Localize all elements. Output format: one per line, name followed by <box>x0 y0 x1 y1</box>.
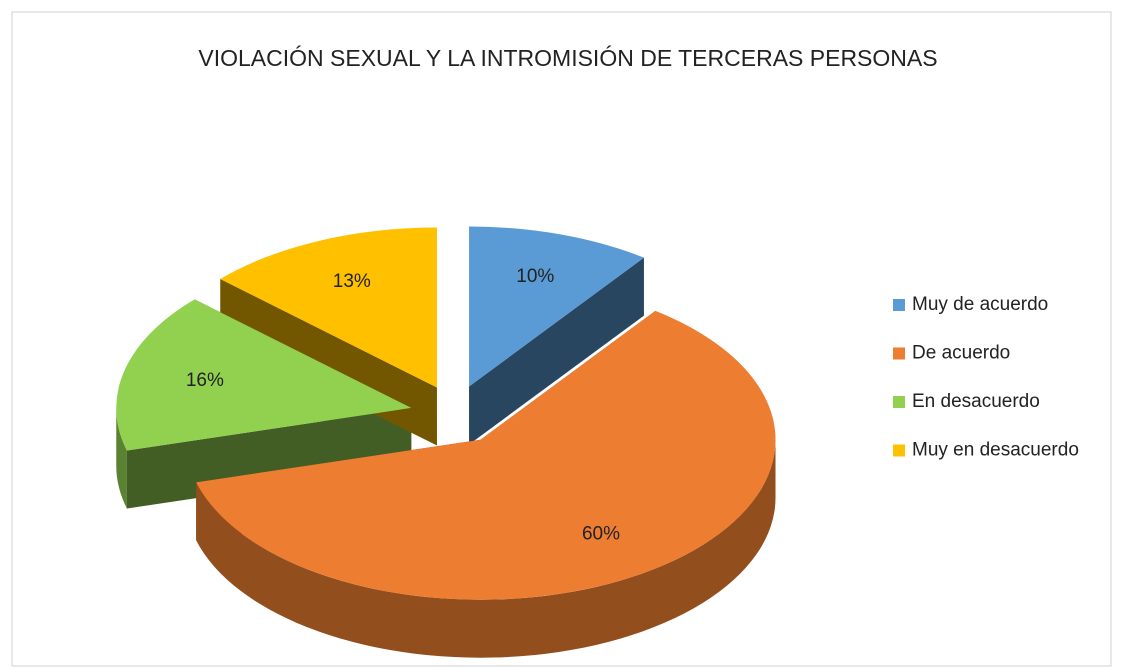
data-label: 13% <box>333 271 371 292</box>
legend-swatch <box>893 347 905 360</box>
legend-label: En desacuerdo <box>912 391 1040 412</box>
chart-title: VIOLACIÓN SEXUAL Y LA INTROMISIÓN DE TER… <box>198 45 937 71</box>
slice-rim <box>196 439 776 658</box>
legend-label: De acuerdo <box>912 343 1010 364</box>
slice <box>116 299 412 451</box>
slice-side <box>469 257 644 445</box>
slice-rim <box>116 407 127 509</box>
legend-label: Muy en desacuerdo <box>912 440 1079 461</box>
slice <box>220 227 437 388</box>
legend-swatch <box>893 444 905 457</box>
data-label: 60% <box>582 524 620 545</box>
legend-label: Muy de acuerdo <box>912 294 1048 315</box>
data-label: 10% <box>516 266 554 287</box>
pie-tops <box>116 226 776 600</box>
slice <box>469 226 644 387</box>
legend-swatch <box>893 299 905 311</box>
pie-rims <box>116 407 776 658</box>
data-label: 16% <box>186 370 224 391</box>
slice <box>196 310 776 600</box>
legend-swatch <box>893 396 905 408</box>
